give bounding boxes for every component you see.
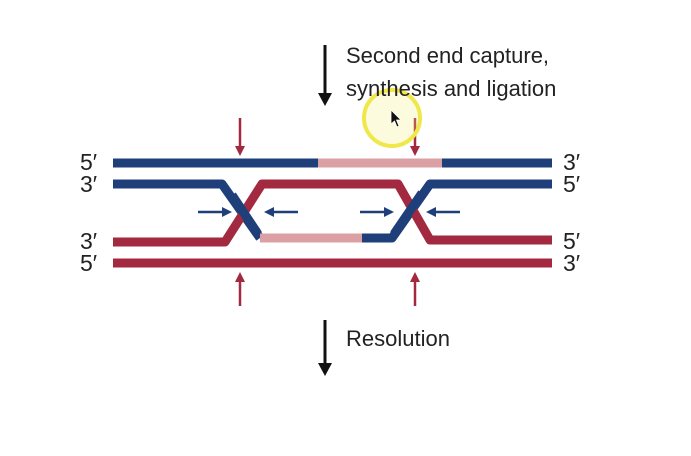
cut-arrow-bottom-right	[410, 272, 420, 306]
cut-arrow-bottom-left	[235, 272, 245, 306]
junction-arrows-left	[198, 207, 298, 217]
end-label-right-4: 3′	[563, 250, 581, 276]
step-top-line2: synthesis and ligation	[346, 76, 557, 101]
end-label-right-2: 5′	[563, 171, 581, 197]
end-label-right-3: 5′	[563, 228, 581, 254]
crossover-right	[390, 190, 426, 237]
strand-red-crossing	[113, 179, 552, 247]
crossover-left	[228, 192, 262, 237]
junction-arrows-right	[360, 207, 460, 217]
end-label-left-2: 3′	[80, 171, 98, 197]
end-label-left-4: 5′	[80, 250, 98, 276]
end-label-left-1: 5′	[80, 149, 98, 175]
cut-arrow-top-left	[235, 118, 245, 156]
end-label-right-1: 3′	[563, 149, 581, 175]
mouse-pointer-icon	[362, 88, 422, 148]
step-bottom-label: Resolution	[346, 326, 450, 351]
strand-blue-crossing	[113, 179, 552, 243]
process-arrow-top	[318, 45, 332, 106]
process-arrow-bottom	[318, 320, 332, 376]
end-label-left-3: 3′	[80, 228, 98, 254]
step-top-line1: Second end capture,	[346, 43, 550, 68]
